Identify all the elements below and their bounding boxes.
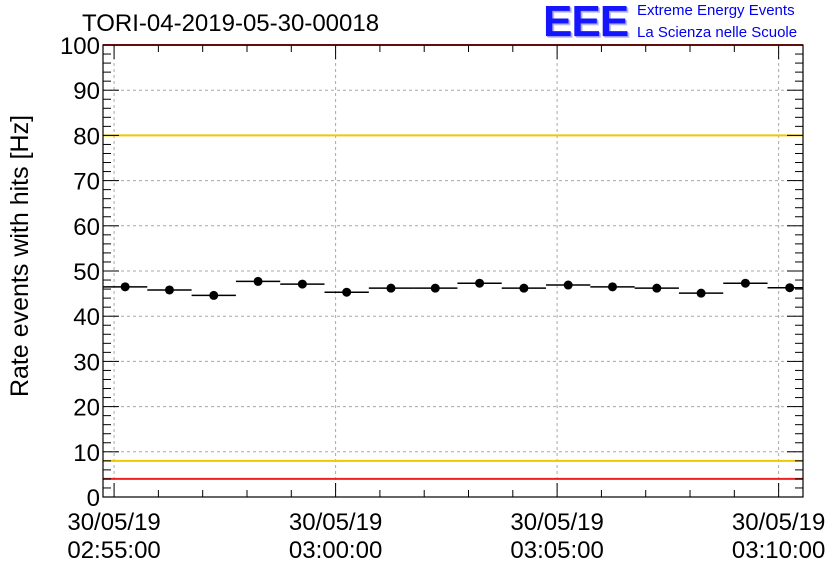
data-point-11 (607, 282, 617, 292)
axis-labels: 010203040506070809010030/05/1902:55:0030… (60, 33, 825, 564)
x-tick-date-3: 30/05/19 (732, 509, 825, 536)
data-point-13 (696, 288, 706, 298)
x-tick-time-1: 03:00:00 (289, 537, 382, 564)
data-point-6 (386, 283, 396, 293)
data-point-1 (164, 285, 174, 295)
y-tick-label-70: 70 (73, 169, 100, 196)
data-point-9 (519, 283, 529, 293)
data-point-5 (342, 287, 352, 297)
data-series (103, 276, 803, 300)
data-point-10 (563, 280, 573, 290)
reference-lines (103, 44, 803, 480)
data-point-0 (120, 282, 130, 292)
x-tick-time-3: 03:10:00 (732, 537, 825, 564)
x-tick-date-2: 30/05/19 (510, 509, 603, 536)
logo-line-la-scienza: La Scienza nelle Scuole (637, 24, 798, 41)
grid-layer (103, 45, 803, 497)
x-tick-time-0: 02:55:00 (67, 537, 160, 564)
data-point-12 (652, 283, 662, 293)
data-point-2 (209, 290, 219, 300)
y-tick-label-90: 90 (73, 78, 100, 105)
data-point-8 (475, 278, 485, 288)
y-tick-label-100: 100 (60, 33, 100, 60)
axis-ticks (103, 44, 803, 498)
x-tick-time-2: 03:05:00 (510, 537, 603, 564)
y-axis-label: Rate events with hits [Hz] (6, 115, 34, 397)
y-tick-label-60: 60 (73, 214, 100, 241)
y-tick-label-20: 20 (73, 395, 100, 422)
data-point-15 (785, 283, 795, 293)
data-point-3 (253, 276, 263, 286)
y-tick-label-40: 40 (73, 304, 100, 331)
y-tick-label-0: 0 (87, 485, 100, 512)
data-point-14 (740, 278, 750, 288)
x-tick-date-0: 30/05/19 (67, 509, 160, 536)
chart-title: TORI-04-2019-05-30-00018 (82, 10, 380, 37)
y-tick-label-10: 10 (73, 440, 100, 467)
data-point-4 (297, 279, 307, 289)
logo-line-extreme-energy-events: Extreme Energy Events (637, 2, 795, 19)
eee-logo-mark: EEE (543, 0, 629, 46)
y-tick-label-50: 50 (73, 259, 100, 286)
x-tick-date-1: 30/05/19 (289, 509, 382, 536)
y-tick-label-30: 30 (73, 349, 100, 376)
data-point-7 (430, 283, 440, 293)
y-tick-label-80: 80 (73, 123, 100, 150)
